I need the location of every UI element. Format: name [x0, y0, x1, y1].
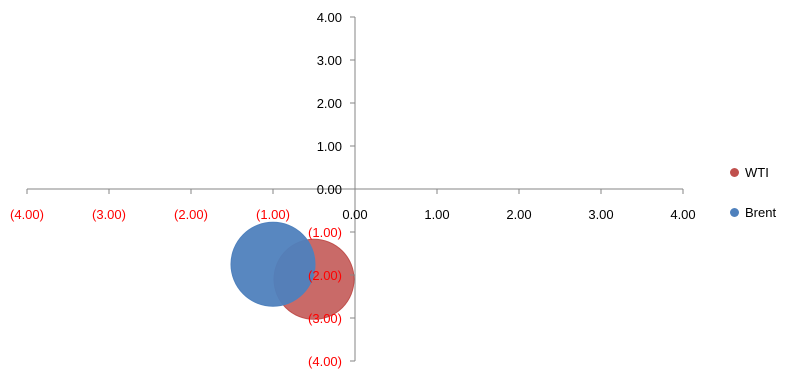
y-tick-label: 4.00 — [317, 10, 342, 25]
y-tick-label: 2.00 — [317, 96, 342, 111]
legend-item-brent: Brent — [730, 202, 776, 222]
bubble-brent-0 — [230, 221, 316, 307]
legend-swatch-wti — [730, 167, 739, 177]
legend-item-wti: WTI — [730, 162, 776, 182]
x-tick-label: (2.00) — [174, 207, 208, 222]
x-tick-label: 2.00 — [506, 207, 531, 222]
y-tick-label: (2.00) — [308, 268, 342, 283]
x-tick-label: (1.00) — [256, 207, 290, 222]
legend-swatch-brent — [730, 207, 739, 217]
x-tick-label: (4.00) — [10, 207, 44, 222]
y-tick-label: (3.00) — [308, 311, 342, 326]
y-tick-label: (1.00) — [308, 225, 342, 240]
legend: WTI Brent — [730, 162, 776, 242]
legend-label-wti: WTI — [745, 164, 769, 180]
y-tick-label: (4.00) — [308, 354, 342, 369]
legend-label-brent: Brent — [745, 204, 777, 220]
x-tick-label: (3.00) — [92, 207, 126, 222]
x-tick-label: 1.00 — [424, 207, 449, 222]
x-tick-label: 4.00 — [670, 207, 695, 222]
y-tick-label: 0.00 — [317, 182, 342, 197]
y-tick-label: 3.00 — [317, 53, 342, 68]
x-tick-label: 3.00 — [588, 207, 613, 222]
y-tick-label: 1.00 — [317, 139, 342, 154]
x-tick-label: 0.00 — [342, 207, 367, 222]
